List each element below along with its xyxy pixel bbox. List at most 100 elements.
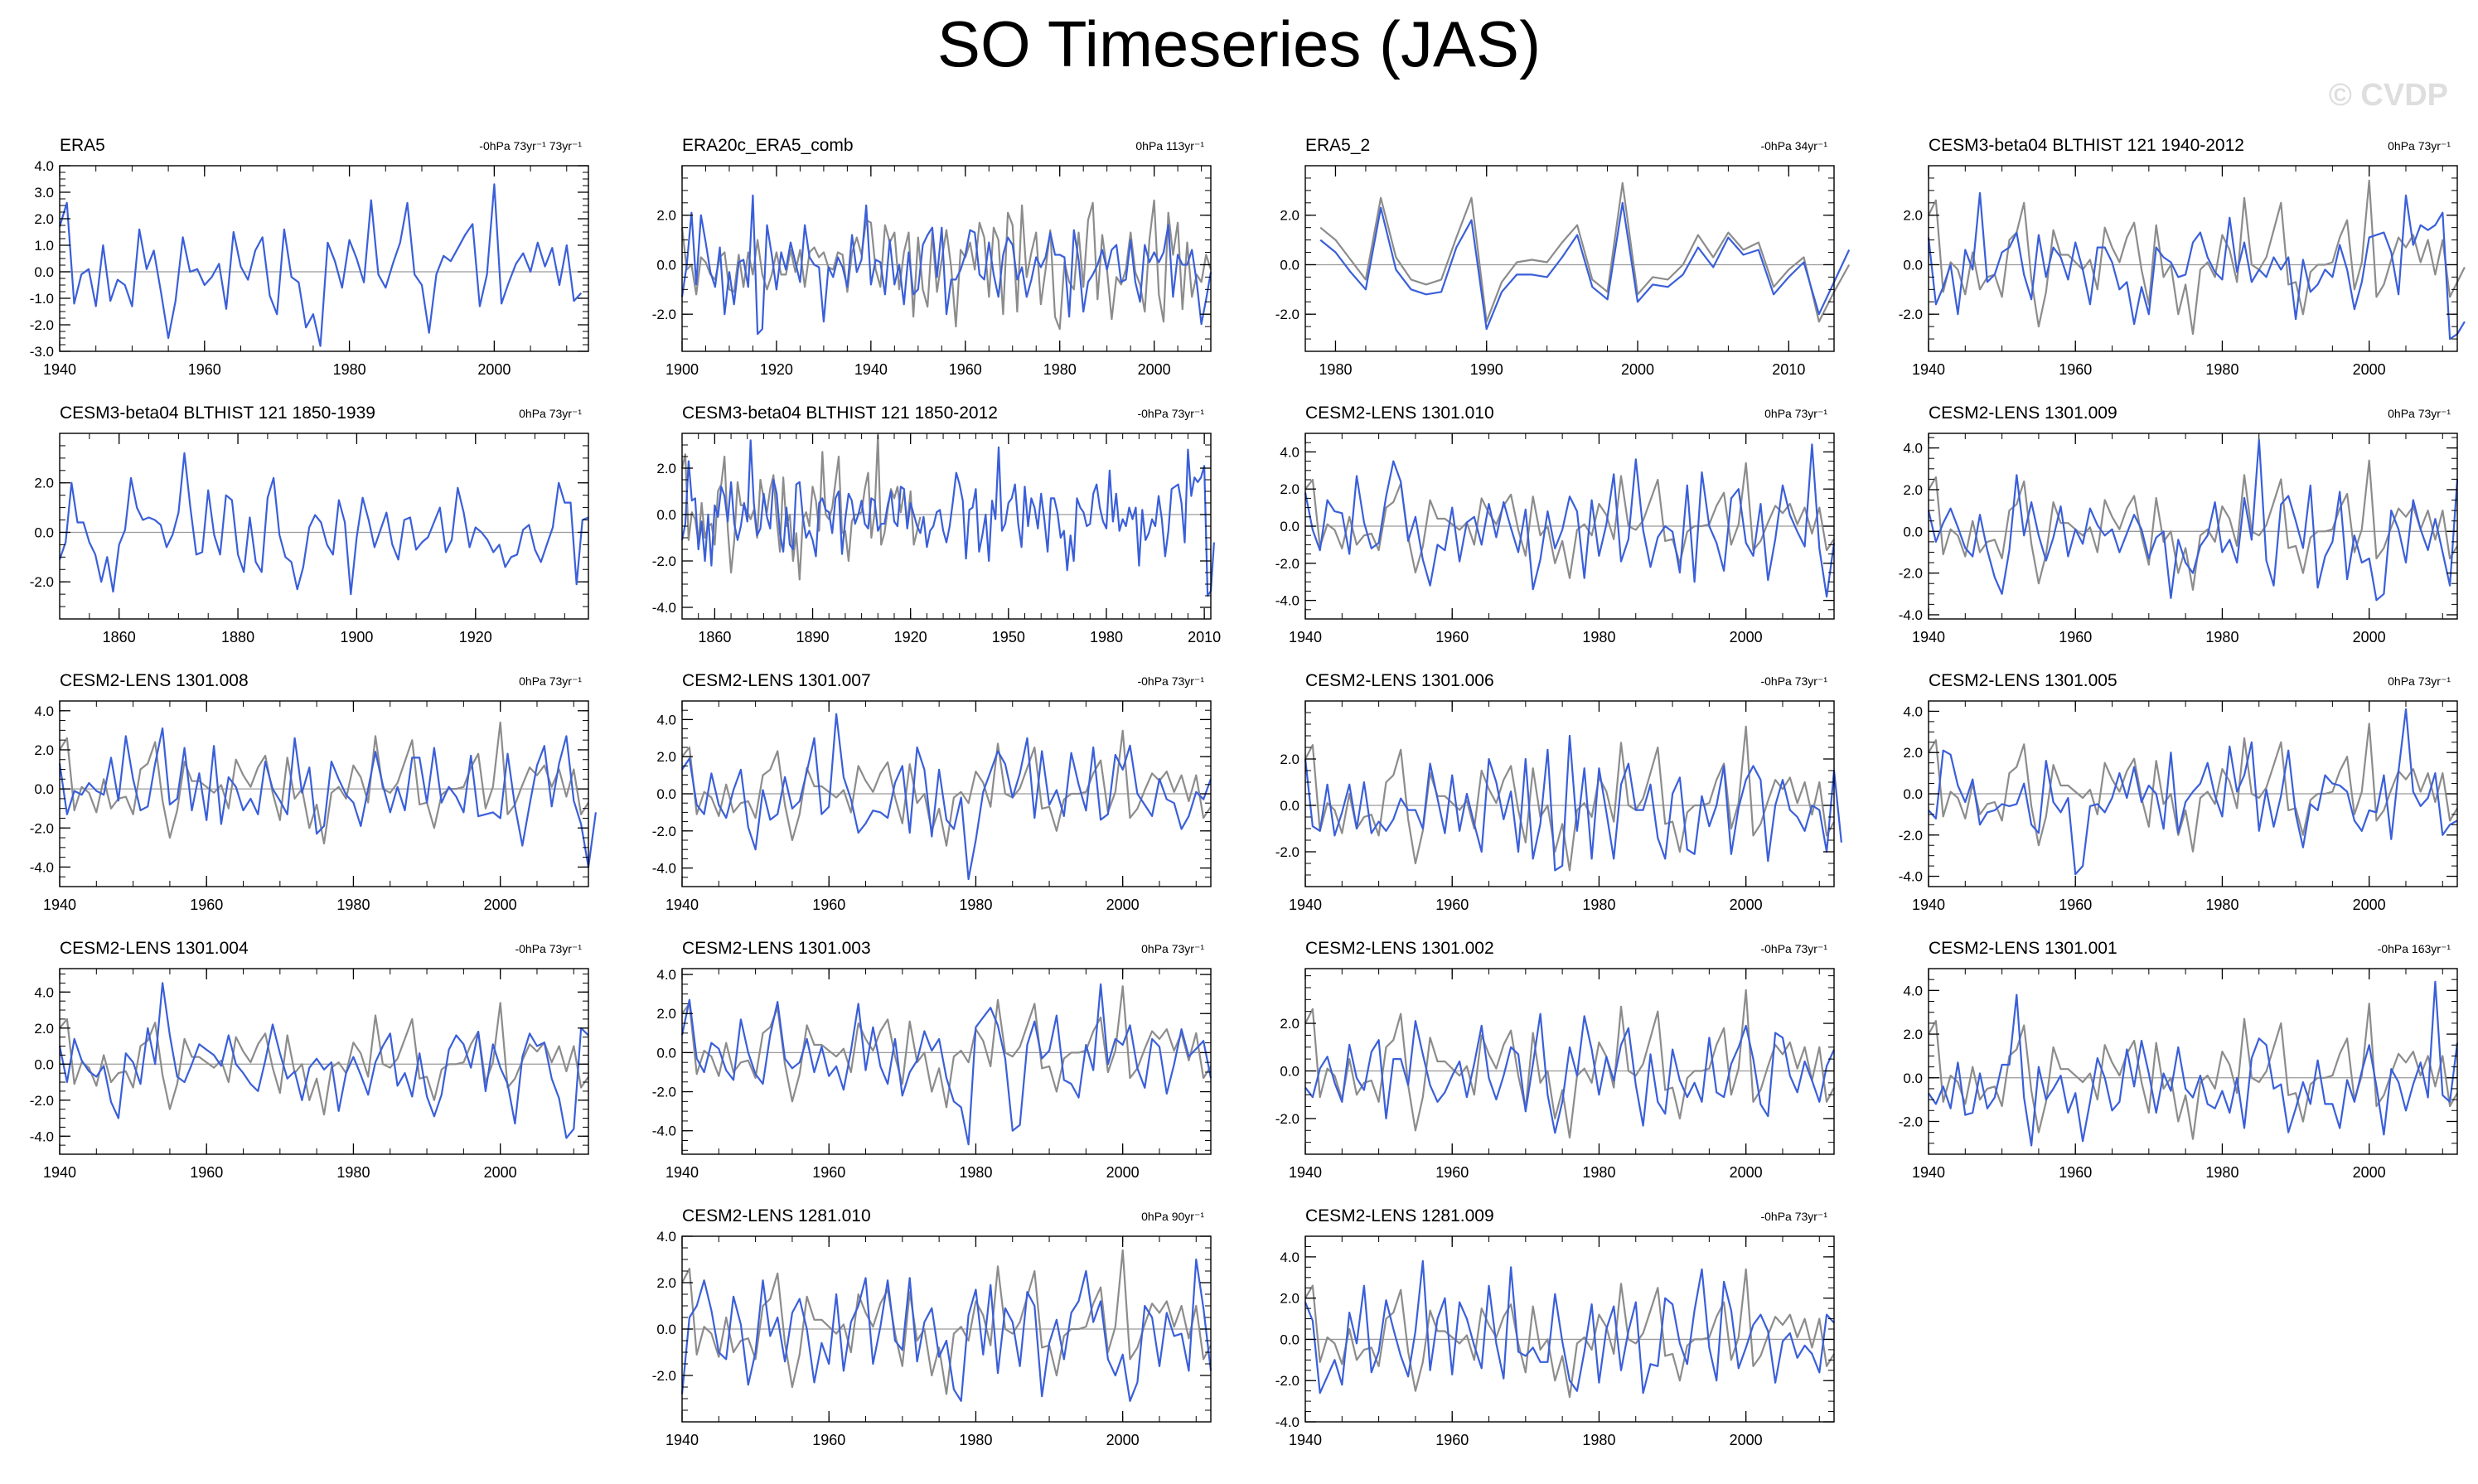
- y-tick-label: 4.0: [34, 158, 54, 174]
- y-tick-label: 2.0: [1280, 752, 1299, 767]
- y-tick-label: -4.0: [652, 861, 676, 877]
- model-series-line: [1927, 438, 2459, 602]
- y-tick-label: 0.0: [656, 786, 676, 802]
- y-tick-label: -2.0: [30, 574, 54, 590]
- panel-annotation: 0hPa 73yr⁻¹: [2388, 139, 2451, 152]
- y-tick-label: -2.0: [1899, 307, 1923, 322]
- y-tick-label: 0.0: [34, 1056, 54, 1072]
- y-tick-label: -2.0: [652, 1368, 676, 1384]
- model-series-line: [58, 183, 583, 347]
- x-tick-label: 1980: [1043, 361, 1077, 378]
- plot-frame: [59, 968, 589, 1155]
- x-tick-label: 1960: [188, 361, 221, 378]
- model-series-line: [680, 194, 1212, 336]
- x-tick-label: 2000: [484, 897, 517, 913]
- x-tick-label: 1940: [43, 897, 76, 913]
- x-tick-label: 1960: [2059, 361, 2092, 378]
- panel-title: CESM2-LENS 1301.006: [1305, 671, 1494, 690]
- x-tick-label: 1940: [665, 897, 699, 913]
- model-series-line: [58, 982, 589, 1139]
- y-tick-label: 2.0: [656, 749, 676, 765]
- y-tick-label: -2.0: [1275, 844, 1299, 860]
- y-tick-label: 4.0: [1903, 441, 1923, 457]
- x-tick-label: 1980: [2205, 361, 2238, 378]
- y-tick-label: 0.0: [656, 1045, 676, 1061]
- y-tick-label: 2.0: [1280, 481, 1299, 497]
- reference-series-line: [1304, 725, 1835, 872]
- page-title: SO Timeseries (JAS): [937, 7, 1541, 80]
- chart-panel: CESM3-beta04 BLTHIST 121 1850-1939 0hPa 7…: [30, 404, 589, 645]
- y-tick-label: 4.0: [656, 712, 676, 727]
- panel-annotation: -0hPa 73yr⁻¹: [1760, 942, 1827, 955]
- x-tick-label: 1940: [665, 1432, 699, 1448]
- model-series-line: [1304, 443, 1836, 598]
- panel-annotation: 0hPa 113yr⁻¹: [1135, 139, 1204, 152]
- model-series-line: [681, 713, 1212, 881]
- x-tick-label: 1940: [1912, 897, 1945, 913]
- plot-frame: [59, 433, 589, 620]
- model-series-line: [680, 1258, 1212, 1402]
- y-tick-label: 0.0: [1280, 1063, 1299, 1079]
- y-tick-label: 4.0: [1280, 444, 1299, 460]
- x-tick-label: 2000: [2353, 361, 2386, 378]
- model-series-line: [680, 983, 1212, 1146]
- plot-frame: [1928, 165, 2458, 352]
- model-series-line: [1928, 980, 2459, 1147]
- panel-annotation: -0hPa 73yr⁻¹: [1760, 674, 1827, 688]
- panel-title: CESM2-LENS 1281.009: [1305, 1206, 1494, 1225]
- panel-title: CESM2-LENS 1301.002: [1305, 939, 1494, 958]
- y-tick-label: 3.0: [34, 185, 54, 201]
- panel-title: CESM2-LENS 1301.003: [682, 939, 871, 958]
- panel-annotation: 0hPa 73yr⁻¹: [519, 407, 582, 420]
- x-tick-label: 2010: [1772, 361, 1805, 378]
- y-tick-label: 2.0: [34, 742, 54, 758]
- x-tick-label: 1940: [1289, 897, 1322, 913]
- y-tick-label: 2.0: [1903, 745, 1923, 761]
- panel-annotation: -0hPa 73yr⁻¹: [1137, 674, 1204, 688]
- panel-title: CESM2-LENS 1301.005: [1929, 671, 2117, 690]
- x-tick-label: 1960: [1435, 1164, 1469, 1181]
- y-tick-label: -2.0: [1899, 1114, 1923, 1129]
- reference-series-line: [1928, 1003, 2458, 1140]
- x-tick-label: 1980: [336, 1164, 370, 1181]
- x-tick-label: 1900: [665, 361, 699, 378]
- x-tick-label: 1980: [333, 361, 366, 378]
- y-tick-label: -2.0: [1899, 566, 1923, 582]
- y-tick-label: -4.0: [1899, 869, 1923, 885]
- plot-frame: [59, 700, 589, 887]
- y-tick-label: 0.0: [656, 507, 676, 523]
- x-tick-label: 1940: [1912, 361, 1945, 378]
- y-tick-label: -2.0: [652, 307, 676, 322]
- y-tick-label: 2.0: [1903, 1027, 1923, 1042]
- chart-panel: CESM2-LENS 1301.006 -0hPa 73yr⁻¹ -2.0 0.0 2.…: [1275, 671, 1842, 913]
- x-tick-label: 1940: [665, 1164, 699, 1181]
- x-tick-label: 2000: [1730, 629, 1763, 645]
- y-tick-label: 2.0: [34, 1021, 54, 1037]
- reference-series-line: [1319, 181, 1851, 323]
- reference-series-line: [1928, 723, 2458, 853]
- y-tick-label: -4.0: [1275, 1414, 1299, 1430]
- y-tick-label: 0.0: [34, 264, 54, 280]
- chart-panel: CESM2-LENS 1301.005 0hPa 73yr⁻¹ -4.0 -2.0 0.…: [1899, 671, 2458, 913]
- y-tick-label: -4.0: [30, 1129, 54, 1144]
- x-tick-label: 1980: [959, 897, 992, 913]
- chart-panel: ERA5 -0hPa 73yr⁻¹ 73yr⁻¹ -3.0 -2.0 -1.0 0.0 1.…: [30, 136, 589, 378]
- x-tick-label: 2000: [1621, 361, 1654, 378]
- y-tick-label: 4.0: [34, 703, 54, 719]
- x-tick-label: 2000: [1138, 361, 1171, 378]
- y-tick-label: -3.0: [30, 344, 54, 360]
- x-tick-label: 1860: [698, 629, 731, 645]
- chart-panel: CESM2-LENS 1301.007 -0hPa 73yr⁻¹ -4.0 -2.0 0…: [652, 671, 1212, 913]
- chart-panel: CESM2-LENS 1301.008 0hPa 73yr⁻¹ -4.0 -2.0 0.…: [30, 671, 597, 913]
- x-tick-label: 1980: [1582, 1164, 1615, 1181]
- panel-title: CESM3-beta04 BLTHIST 121 1940-2012: [1929, 136, 2244, 155]
- y-tick-label: -2.0: [30, 820, 54, 836]
- y-tick-label: 2.0: [1903, 208, 1923, 224]
- x-tick-label: 1980: [1319, 361, 1352, 378]
- x-tick-label: 1960: [949, 361, 982, 378]
- panel-title: ERA20c_ERA5_comb: [682, 136, 854, 155]
- x-tick-label: 1980: [959, 1164, 992, 1181]
- reference-series-line: [1304, 989, 1835, 1139]
- y-tick-label: 4.0: [656, 967, 676, 983]
- y-tick-label: -4.0: [30, 859, 54, 875]
